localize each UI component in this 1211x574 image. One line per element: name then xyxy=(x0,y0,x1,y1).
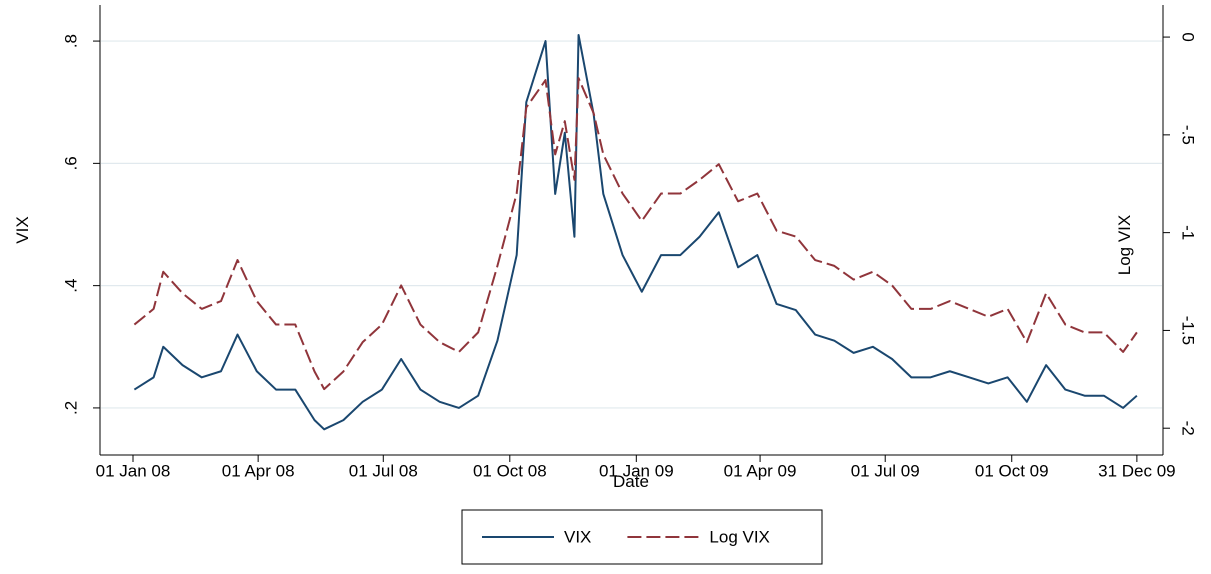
x-tick-label: 01 Apr 09 xyxy=(724,461,797,480)
x-tick-label: 01 Oct 09 xyxy=(975,461,1049,480)
x-tick-label: 01 Apr 08 xyxy=(222,461,295,480)
y-tick-label: .6 xyxy=(61,156,80,170)
legend-label: Log VIX xyxy=(709,527,770,546)
legend-label: VIX xyxy=(564,527,591,546)
x-tick-label: 01 Jul 08 xyxy=(349,461,418,480)
y2-tick-label: -2 xyxy=(1179,421,1198,436)
y-tick-label: .2 xyxy=(61,401,80,415)
y-tick-label: .4 xyxy=(61,279,80,293)
y2-tick-label: 0 xyxy=(1179,32,1198,41)
x-tick-label: 31 Dec 09 xyxy=(1098,461,1176,480)
y2-axis-title: Log VIX xyxy=(1115,215,1134,276)
y2-tick-label: -1 xyxy=(1179,225,1198,240)
y2-tick-label: -1.5 xyxy=(1179,316,1198,345)
x-tick-label: 01 Jan 09 xyxy=(599,461,674,480)
y2-tick-label: -.5 xyxy=(1179,125,1198,145)
x-tick-label: 01 Jul 09 xyxy=(851,461,920,480)
x-tick-label: 01 Jan 08 xyxy=(96,461,171,480)
x-axis-title: Date xyxy=(613,472,649,491)
x-tick-label: 01 Oct 08 xyxy=(473,461,547,480)
data-line xyxy=(133,77,1138,391)
y-axis-title: VIX xyxy=(13,216,32,243)
data-line xyxy=(133,33,1138,431)
y-tick-label: .8 xyxy=(61,34,80,48)
